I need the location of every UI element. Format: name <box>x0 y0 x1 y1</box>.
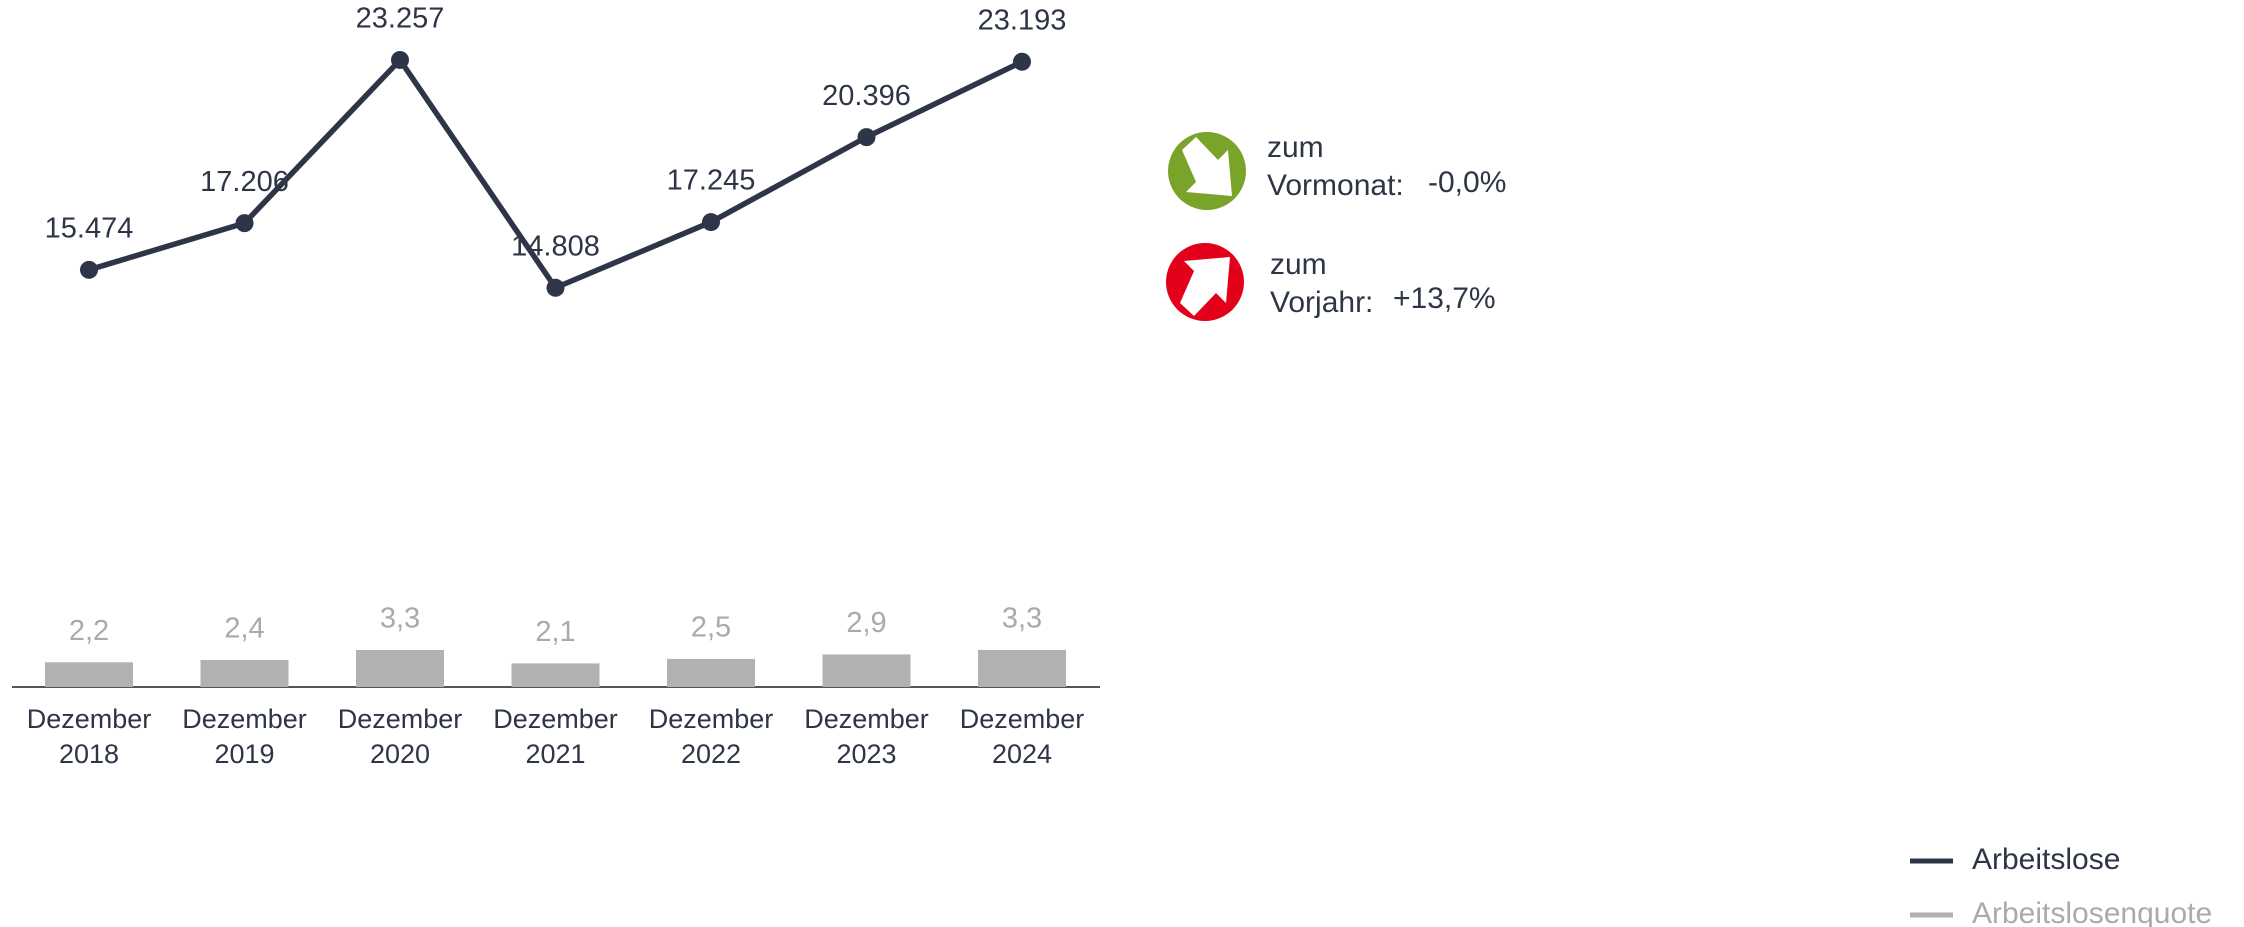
point-label: 14.808 <box>511 230 600 262</box>
bar-label: 2,9 <box>846 607 886 639</box>
x-tick-label: Dezember 2023 <box>804 704 929 769</box>
bar <box>200 660 289 687</box>
point-label: 15.474 <box>45 212 134 244</box>
bar <box>822 654 911 687</box>
bar <box>45 662 133 687</box>
bar <box>511 663 600 687</box>
bar <box>356 649 444 687</box>
point-label: 23.193 <box>978 4 1067 36</box>
legend-label: Arbeitslose <box>1972 843 2121 876</box>
indicator-label: zum Vormonat: <box>1267 131 1404 202</box>
legend-label: Arbeitslosenquote <box>1972 897 2213 927</box>
bar-label: 3,3 <box>1002 603 1042 635</box>
bar-label: 2,1 <box>535 616 575 648</box>
bar-label: 2,5 <box>691 612 731 644</box>
point <box>857 128 876 147</box>
indicator-change: -0,0% <box>1428 166 1507 199</box>
point-label: 17.245 <box>667 165 756 197</box>
bar-label: 3,3 <box>380 603 420 635</box>
point <box>391 50 409 69</box>
point-label: 20.396 <box>822 80 911 112</box>
point-label: 17.206 <box>200 166 289 198</box>
indicator-label: zum Vorjahr: <box>1270 248 1374 319</box>
x-tick-label: Dezember 2024 <box>959 704 1085 769</box>
up-icon <box>1166 243 1244 321</box>
x-tick-label: Dezember 2021 <box>493 704 618 769</box>
bar-label: 2,4 <box>224 613 264 645</box>
bar <box>978 649 1066 687</box>
bar-label: 2,2 <box>69 615 109 647</box>
x-tick-label: Dezember 2018 <box>26 704 152 769</box>
x-tick-label: Dezember 2022 <box>648 704 774 769</box>
x-tick-label: Dezember 2020 <box>337 704 463 769</box>
down-icon <box>1168 132 1246 210</box>
bar <box>667 658 755 687</box>
point <box>702 213 720 232</box>
point <box>80 260 98 279</box>
point-label: 23.257 <box>356 3 445 35</box>
point <box>235 214 254 233</box>
point <box>1013 52 1031 71</box>
x-tick-label: Dezember 2019 <box>182 704 307 769</box>
indicator-change: +13,7% <box>1393 282 1496 315</box>
point <box>546 278 565 297</box>
